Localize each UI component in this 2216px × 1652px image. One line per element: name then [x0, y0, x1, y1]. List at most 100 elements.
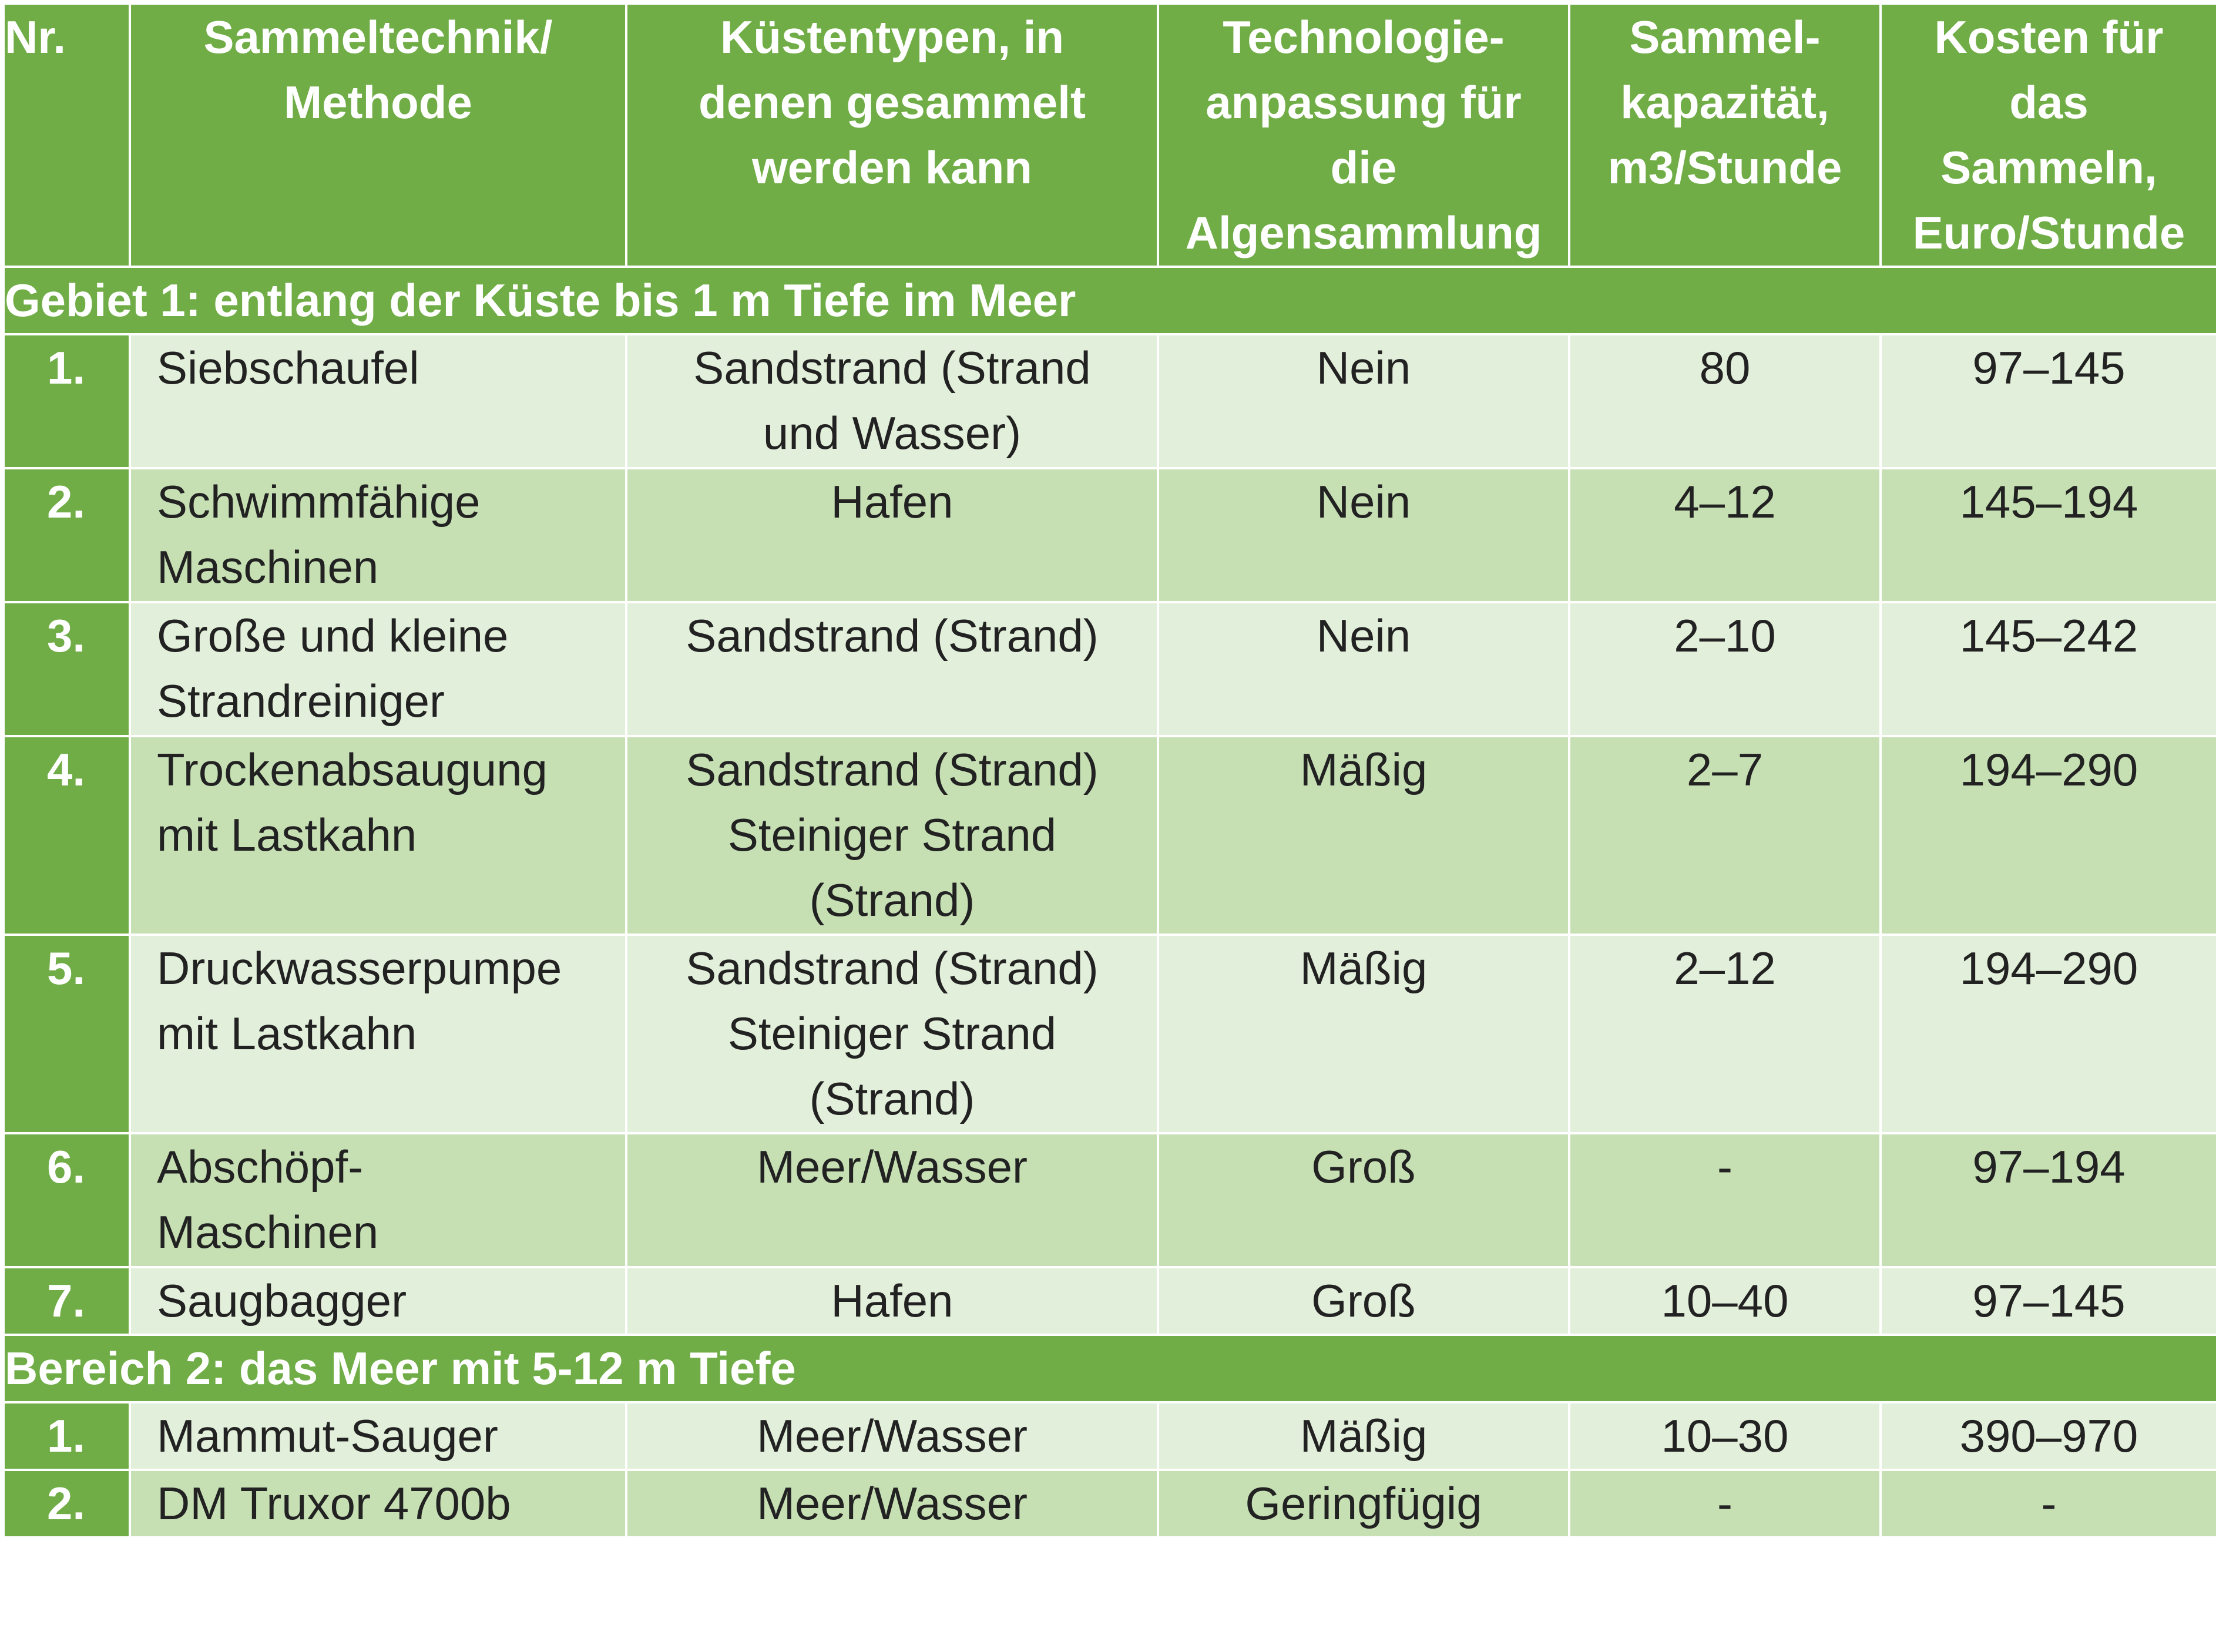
tech-adaptation-text: Nein: [1316, 610, 1411, 662]
cost-cell: 194–290: [1879, 934, 2216, 1134]
method-line: Maschinen: [157, 1206, 379, 1258]
header-cost-line: Euro/Stunde: [1912, 207, 2185, 258]
cost-cell: 97–145: [1879, 333, 2216, 469]
method-cell: Druckwasserpumpe mit Lastkahn: [129, 934, 627, 1134]
collection-methods-table: Nr. Sammeltechnik/ Methode Küstentypen, …: [2, 2, 2216, 1539]
tech-adaptation-cell: Groß: [1157, 1132, 1570, 1268]
cost-text: 194–290: [1959, 942, 2138, 994]
table-row: 4. Trockenabsaugung mit Lastkahn Sandstrand…: [2, 735, 2216, 936]
method-cell: Mammut-Sauger: [129, 1401, 627, 1471]
header-method: Sammeltechnik/ Methode: [129, 2, 627, 268]
tech-adaptation-text: Mäßig: [1300, 942, 1428, 994]
coast-type-line: Hafen: [831, 476, 953, 528]
coast-type-line: Hafen: [831, 1275, 953, 1327]
method-line: Siebschaufel: [157, 342, 419, 394]
header-cost-line: das: [2009, 76, 2089, 128]
method-line: DM Truxor 4700b: [157, 1478, 511, 1529]
row-number: 4.: [2, 735, 131, 936]
capacity-cell: 4–12: [1568, 467, 1882, 603]
row-number: 1.: [2, 1401, 131, 1471]
method-cell: Schwimmfähige Maschinen: [129, 467, 627, 603]
row-number: 2.: [2, 1469, 131, 1539]
capacity-text: -: [1717, 1478, 1732, 1529]
row-number-text: 1.: [47, 342, 86, 394]
coast-type-line: (Strand): [809, 874, 975, 926]
capacity-text: -: [1717, 1141, 1732, 1193]
method-line: Saugbagger: [157, 1275, 407, 1327]
cost-text: 390–970: [1959, 1410, 2138, 1462]
row-number-text: 5.: [47, 942, 86, 994]
tech-adaptation-cell: Nein: [1157, 467, 1570, 603]
row-number-text: 7.: [47, 1275, 86, 1327]
header-row: Nr. Sammeltechnik/ Methode Küstentypen, …: [2, 2, 2216, 268]
header-capacity-line: m3/Stunde: [1607, 142, 1842, 193]
capacity-text: 10–40: [1661, 1275, 1789, 1327]
method-line: mit Lastkahn: [157, 1008, 417, 1059]
table-row: 7. Saugbagger Hafen Groß 10–40 97–145: [2, 1266, 2216, 1336]
row-number-text: 2.: [47, 476, 86, 528]
method-line: Große und kleine: [157, 610, 509, 662]
coast-type-cell: Meer/Wasser: [625, 1469, 1159, 1539]
header-tech-line: anpassung für: [1206, 76, 1522, 128]
header-capacity-line: kapazität,: [1620, 76, 1829, 128]
capacity-cell: 10–40: [1568, 1266, 1882, 1336]
coast-type-line: Sandstrand (Strand): [686, 610, 1099, 662]
header-coast-line: Küstentypen, in: [720, 11, 1065, 63]
capacity-text: 80: [1699, 342, 1751, 394]
header-coast-line: werden kann: [752, 142, 1032, 193]
row-number: 2.: [2, 467, 131, 603]
header-nr-text: Nr.: [5, 11, 66, 63]
coast-type-cell: Hafen: [625, 467, 1159, 603]
section-title-text: Gebiet 1: entlang der Küste bis 1 m Tief…: [5, 274, 1076, 326]
cost-text: 97–194: [1972, 1141, 2126, 1193]
section-title: Bereich 2: das Meer mit 5-12 m Tiefe: [2, 1334, 2216, 1403]
coast-type-line: Meer/Wasser: [757, 1478, 1028, 1529]
capacity-cell: -: [1568, 1132, 1882, 1268]
tech-adaptation-cell: Nein: [1157, 333, 1570, 469]
cost-text: 145–194: [1959, 476, 2138, 528]
header-nr: Nr.: [2, 2, 131, 268]
table-row: 2. DM Truxor 4700b Meer/Wasser Geringfügig -…: [2, 1469, 2216, 1539]
method-line: Schwimmfähige: [157, 476, 481, 528]
row-number: 5.: [2, 934, 131, 1134]
header-cost-line: Kosten für: [1934, 11, 2164, 63]
tech-adaptation-text: Nein: [1316, 342, 1411, 394]
method-cell: Abschöpf- Maschinen: [129, 1132, 627, 1268]
coast-type-cell: Sandstrand (Strand): [625, 601, 1159, 737]
method-line: Abschöpf-: [157, 1141, 364, 1193]
header-coast: Küstentypen, in denen gesammelt werden k…: [625, 2, 1159, 268]
coast-type-line: Meer/Wasser: [757, 1410, 1028, 1462]
section-header-row: Gebiet 1: entlang der Küste bis 1 m Tief…: [2, 266, 2216, 335]
tech-adaptation-cell: Mäßig: [1157, 1401, 1570, 1471]
section-title-text: Bereich 2: das Meer mit 5-12 m Tiefe: [5, 1342, 796, 1394]
table-body: Nr. Sammeltechnik/ Methode Küstentypen, …: [2, 2, 2216, 1539]
row-number: 3.: [2, 601, 131, 737]
tech-adaptation-text: Groß: [1311, 1275, 1416, 1327]
row-number-text: 4.: [47, 744, 86, 795]
section-title: Gebiet 1: entlang der Küste bis 1 m Tief…: [2, 266, 2216, 335]
method-line: Trockenabsaugung: [157, 744, 548, 795]
method-line: Druckwasserpumpe: [157, 942, 562, 994]
cost-cell: 97–194: [1879, 1132, 2216, 1268]
table-row: 1. Siebschaufel Sandstrand (Strand und Wass…: [2, 333, 2216, 469]
coast-type-line: Sandstrand (Strand: [693, 342, 1091, 394]
method-cell: Trockenabsaugung mit Lastkahn: [129, 735, 627, 936]
table-row: 3. Große und kleine Strandreiniger Sandstra…: [2, 601, 2216, 737]
capacity-cell: 2–10: [1568, 601, 1882, 737]
header-tech: Technologie- anpassung für die Algensamm…: [1157, 2, 1570, 268]
header-capacity: Sammel- kapazität, m3/Stunde: [1568, 2, 1882, 268]
table-row: 5. Druckwasserpumpe mit Lastkahn Sandstrand…: [2, 934, 2216, 1134]
capacity-text: 2–12: [1674, 942, 1776, 994]
tech-adaptation-text: Nein: [1316, 476, 1411, 528]
table-row: 2. Schwimmfähige Maschinen Hafen Nein 4–12 145…: [2, 467, 2216, 603]
tech-adaptation-text: Mäßig: [1300, 744, 1428, 795]
capacity-text: 10–30: [1661, 1410, 1789, 1462]
capacity-cell: 2–7: [1568, 735, 1882, 936]
coast-type-line: Sandstrand (Strand): [686, 744, 1099, 795]
row-number: 6.: [2, 1132, 131, 1268]
row-number-text: 3.: [47, 610, 86, 662]
cost-text: 194–290: [1959, 744, 2138, 795]
coast-type-line: Steiniger Strand: [727, 1008, 1057, 1059]
tech-adaptation-text: Groß: [1311, 1141, 1416, 1193]
header-capacity-line: Sammel-: [1629, 11, 1821, 63]
